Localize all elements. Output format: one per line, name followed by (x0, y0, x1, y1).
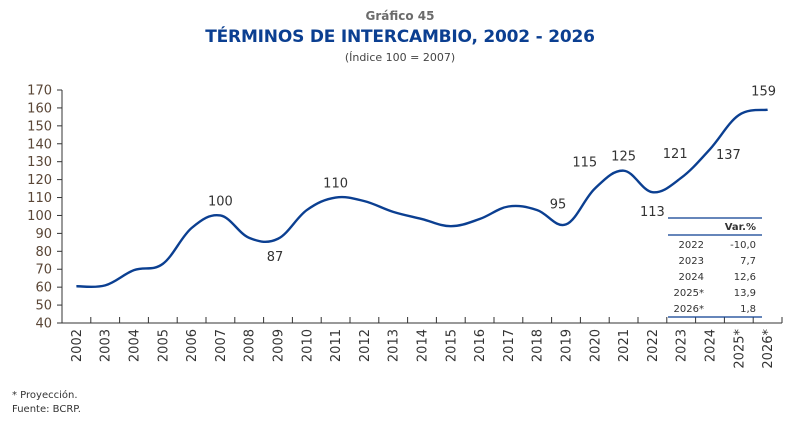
x-tick-label: 2011 (329, 329, 344, 362)
x-tick-label: 2012 (358, 329, 373, 362)
x-tick-label: 2004 (128, 329, 143, 362)
table-value: 1,8 (740, 304, 756, 315)
y-tick-label: 130 (27, 155, 52, 170)
y-tick-label: 170 (27, 84, 52, 99)
series (76, 108, 768, 289)
x-tick-label: 2026* (761, 329, 776, 369)
x-tick-label: 2017 (502, 329, 517, 362)
table-year: 2023 (679, 256, 704, 267)
axes (61, 90, 782, 324)
x-tick-label: 2020 (588, 329, 603, 362)
data-labels: 100 87 110 95 115 125 113 121 137 159 (208, 85, 776, 265)
footnotes: * Proyección. Fuente: BCRP. (12, 389, 81, 417)
data-label: 110 (323, 177, 348, 192)
table-year: 2026* (674, 304, 704, 315)
table-header: Var.% (725, 222, 756, 233)
x-tick-label: 2019 (560, 329, 575, 362)
variation-table: Var.% 2022 -10,0 2023 7,7 2024 12,6 2025* 13,9 20… (668, 217, 762, 318)
y-tick-label: 140 (27, 137, 52, 152)
y-tick-label: 40 (35, 317, 52, 332)
data-label: 113 (640, 205, 665, 220)
table-year: 2024 (679, 272, 704, 283)
x-tick-label: 2010 (300, 329, 315, 362)
y-tick-label: 70 (35, 263, 52, 278)
x-tick-label: 2014 (416, 329, 431, 362)
x-tick-label: 2023 (675, 329, 690, 362)
x-tick-label: 2005 (156, 329, 171, 362)
table-year: 2022 (679, 240, 704, 251)
x-tick-label: 2006 (185, 329, 200, 362)
x-tick-label: 2021 (617, 329, 632, 362)
x-tick-label: 2022 (646, 329, 661, 362)
x-tick-label: 2013 (387, 329, 402, 362)
y-tick-label: 50 (35, 299, 52, 314)
y-tick-label: 60 (35, 281, 52, 296)
x-axis-ticks: 2002 2003 2004 2005 2006 2007 2008 2009 2010 2011… (61, 317, 783, 369)
y-tick-label: 110 (27, 191, 52, 206)
x-tick-label: 2016 (473, 329, 488, 362)
data-label: 159 (751, 85, 776, 100)
x-tick-label: 2018 (531, 329, 546, 362)
x-tick-label: 2025* (732, 329, 747, 369)
series-line (76, 108, 768, 289)
table-value: 13,9 (734, 288, 756, 299)
data-label: 100 (208, 194, 233, 209)
x-tick-label: 2024 (704, 329, 719, 362)
y-tick-label: 150 (27, 119, 52, 134)
table-value: 7,7 (740, 256, 756, 267)
chart-units: (Índice 100 = 2007) (344, 51, 456, 64)
x-tick-label: 2009 (272, 329, 287, 362)
data-label: 95 (550, 197, 567, 212)
data-label: 125 (611, 150, 636, 165)
projection-note: * Proyección. (12, 390, 78, 401)
y-tick-label: 80 (35, 245, 52, 260)
chart-title: TÉRMINOS DE INTERCAMBIO, 2002 - 2026 (205, 27, 595, 47)
y-tick-label: 100 (27, 209, 52, 224)
data-label: 121 (663, 147, 688, 162)
x-tick-label: 2008 (243, 329, 258, 362)
y-axis-ticks: 40 50 60 70 80 90 100 110 120 130 140 150 160 170 (27, 84, 62, 332)
x-tick-label: 2015 (444, 329, 459, 362)
table-value: 12,6 (734, 272, 756, 283)
data-label: 115 (572, 156, 597, 171)
data-label: 137 (716, 148, 741, 163)
y-tick-label: 160 (27, 101, 52, 116)
source-note: Fuente: BCRP. (12, 404, 81, 415)
table-value: -10,0 (730, 240, 756, 251)
x-tick-label: 2003 (99, 329, 114, 362)
y-tick-label: 90 (35, 227, 52, 242)
figure-number: Gráfico 45 (365, 9, 435, 23)
x-tick-label: 2002 (70, 329, 85, 362)
y-tick-label: 120 (27, 173, 52, 188)
data-label: 87 (267, 250, 284, 265)
x-tick-label: 2007 (214, 329, 229, 362)
table-year: 2025* (674, 288, 704, 299)
